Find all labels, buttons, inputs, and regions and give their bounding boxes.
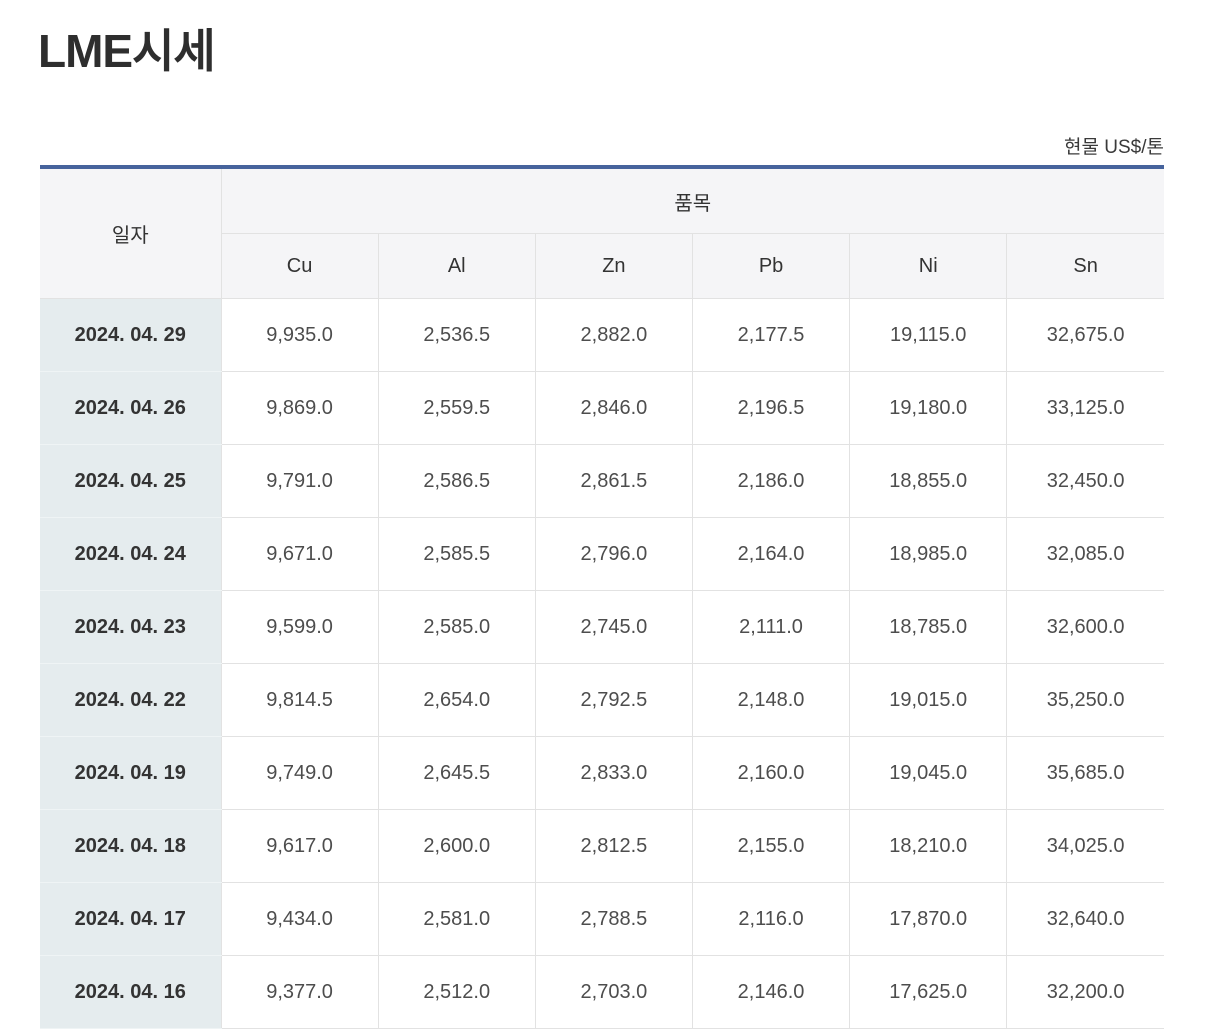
- table-row: 2024. 04. 29 9,935.0 2,536.5 2,882.0 2,1…: [40, 298, 1164, 373]
- value-cell-al: 2,512.0: [377, 955, 536, 1030]
- column-header-pb: Pb: [691, 233, 851, 300]
- value-cell-cu: 9,791.0: [220, 444, 379, 519]
- value-cell-cu: 9,749.0: [220, 736, 379, 811]
- header-group-row: 일자 품목: [40, 166, 1164, 300]
- value-cell-pb: 2,164.0: [691, 517, 851, 592]
- value-cell-al: 2,585.0: [377, 590, 536, 665]
- value-cell-zn: 2,882.0: [534, 298, 693, 373]
- value-cell-cu: 9,671.0: [220, 517, 379, 592]
- value-cell-ni: 17,625.0: [849, 955, 1008, 1030]
- value-cell-zn: 2,812.5: [534, 809, 693, 884]
- value-cell-al: 2,581.0: [377, 882, 536, 957]
- value-cell-cu: 9,599.0: [220, 590, 379, 665]
- date-cell: 2024. 04. 25: [40, 444, 222, 519]
- table-body: 2024. 04. 29 9,935.0 2,536.5 2,882.0 2,1…: [40, 298, 1164, 1030]
- value-cell-zn: 2,861.5: [534, 444, 693, 519]
- value-cell-cu: 9,935.0: [220, 298, 379, 373]
- value-cell-zn: 2,703.0: [534, 955, 693, 1030]
- date-cell: 2024. 04. 17: [40, 882, 222, 957]
- date-cell: 2024. 04. 29: [40, 298, 222, 373]
- value-cell-sn: 35,685.0: [1006, 736, 1164, 811]
- value-cell-sn: 32,640.0: [1006, 882, 1164, 957]
- column-header-ni: Ni: [849, 233, 1008, 300]
- value-cell-sn: 32,200.0: [1006, 955, 1164, 1030]
- value-cell-al: 2,559.5: [377, 371, 536, 446]
- value-cell-zn: 2,833.0: [534, 736, 693, 811]
- value-cell-zn: 2,796.0: [534, 517, 693, 592]
- value-cell-ni: 19,015.0: [849, 663, 1008, 738]
- value-cell-cu: 9,869.0: [220, 371, 379, 446]
- value-cell-pb: 2,186.0: [691, 444, 851, 519]
- table-row: 2024. 04. 25 9,791.0 2,586.5 2,861.5 2,1…: [40, 444, 1164, 519]
- value-cell-al: 2,654.0: [377, 663, 536, 738]
- table-row: 2024. 04. 26 9,869.0 2,559.5 2,846.0 2,1…: [40, 371, 1164, 446]
- value-cell-sn: 32,600.0: [1006, 590, 1164, 665]
- value-cell-zn: 2,788.5: [534, 882, 693, 957]
- page-title: LME시세: [38, 25, 216, 77]
- value-cell-cu: 9,617.0: [220, 809, 379, 884]
- value-cell-pb: 2,111.0: [691, 590, 851, 665]
- table-row: 2024. 04. 23 9,599.0 2,585.0 2,745.0 2,1…: [40, 590, 1164, 665]
- column-header-al: Al: [377, 233, 536, 300]
- table-row: 2024. 04. 16 9,377.0 2,512.0 2,703.0 2,1…: [40, 955, 1164, 1030]
- value-cell-ni: 19,045.0: [849, 736, 1008, 811]
- value-cell-sn: 35,250.0: [1006, 663, 1164, 738]
- value-cell-ni: 18,855.0: [849, 444, 1008, 519]
- column-header-cu: Cu: [221, 233, 379, 300]
- value-cell-pb: 2,148.0: [691, 663, 851, 738]
- value-cell-cu: 9,377.0: [220, 955, 379, 1030]
- value-cell-sn: 34,025.0: [1006, 809, 1164, 884]
- table-row: 2024. 04. 17 9,434.0 2,581.0 2,788.5 2,1…: [40, 882, 1164, 957]
- value-cell-ni: 19,180.0: [849, 371, 1008, 446]
- date-cell: 2024. 04. 22: [40, 663, 222, 738]
- value-cell-ni: 17,870.0: [849, 882, 1008, 957]
- value-cell-ni: 18,985.0: [849, 517, 1008, 592]
- unit-label: 현물 US$/톤: [1064, 136, 1164, 158]
- value-cell-cu: 9,814.5: [220, 663, 379, 738]
- value-cell-sn: 32,675.0: [1006, 298, 1164, 373]
- value-cell-pb: 2,160.0: [691, 736, 851, 811]
- value-cell-ni: 18,785.0: [849, 590, 1008, 665]
- date-cell: 2024. 04. 18: [40, 809, 222, 884]
- value-cell-pb: 2,196.5: [691, 371, 851, 446]
- table-row: 2024. 04. 19 9,749.0 2,645.5 2,833.0 2,1…: [40, 736, 1164, 811]
- value-cell-sn: 33,125.0: [1006, 371, 1164, 446]
- date-cell: 2024. 04. 26: [40, 371, 222, 446]
- value-cell-zn: 2,792.5: [534, 663, 693, 738]
- date-cell: 2024. 04. 19: [40, 736, 222, 811]
- date-cell: 2024. 04. 16: [40, 955, 222, 1030]
- date-cell: 2024. 04. 24: [40, 517, 222, 592]
- value-cell-sn: 32,085.0: [1006, 517, 1164, 592]
- value-cell-ni: 18,210.0: [849, 809, 1008, 884]
- value-cell-sn: 32,450.0: [1006, 444, 1164, 519]
- value-cell-pb: 2,177.5: [691, 298, 851, 373]
- header-metal-row: Cu Al Zn Pb Ni Sn: [40, 233, 1164, 300]
- column-header-zn: Zn: [534, 233, 693, 300]
- value-cell-al: 2,536.5: [377, 298, 536, 373]
- value-cell-zn: 2,846.0: [534, 371, 693, 446]
- lme-price-table: 일자 품목 Cu Al Zn Pb Ni Sn 2024. 04. 29 9,9…: [40, 164, 1164, 1030]
- table-row: 2024. 04. 24 9,671.0 2,585.5 2,796.0 2,1…: [40, 517, 1164, 592]
- value-cell-al: 2,585.5: [377, 517, 536, 592]
- price-table-section: 현물 US$/톤 일자 품목 Cu Al Zn Pb Ni Sn 2024. 0…: [40, 132, 1164, 1030]
- column-header-sn: Sn: [1006, 233, 1164, 300]
- value-cell-pb: 2,155.0: [691, 809, 851, 884]
- table-row: 2024. 04. 22 9,814.5 2,654.0 2,792.5 2,1…: [40, 663, 1164, 738]
- value-cell-al: 2,586.5: [377, 444, 536, 519]
- table-header: 일자 품목 Cu Al Zn Pb Ni Sn: [40, 166, 1164, 300]
- value-cell-cu: 9,434.0: [220, 882, 379, 957]
- value-cell-al: 2,600.0: [377, 809, 536, 884]
- value-cell-al: 2,645.5: [377, 736, 536, 811]
- value-cell-ni: 19,115.0: [849, 298, 1008, 373]
- table-row: 2024. 04. 18 9,617.0 2,600.0 2,812.5 2,1…: [40, 809, 1164, 884]
- value-cell-pb: 2,116.0: [691, 882, 851, 957]
- date-column-header: 일자: [40, 166, 222, 300]
- date-cell: 2024. 04. 23: [40, 590, 222, 665]
- value-cell-pb: 2,146.0: [691, 955, 851, 1030]
- items-group-header: 품목: [220, 166, 1164, 235]
- value-cell-zn: 2,745.0: [534, 590, 693, 665]
